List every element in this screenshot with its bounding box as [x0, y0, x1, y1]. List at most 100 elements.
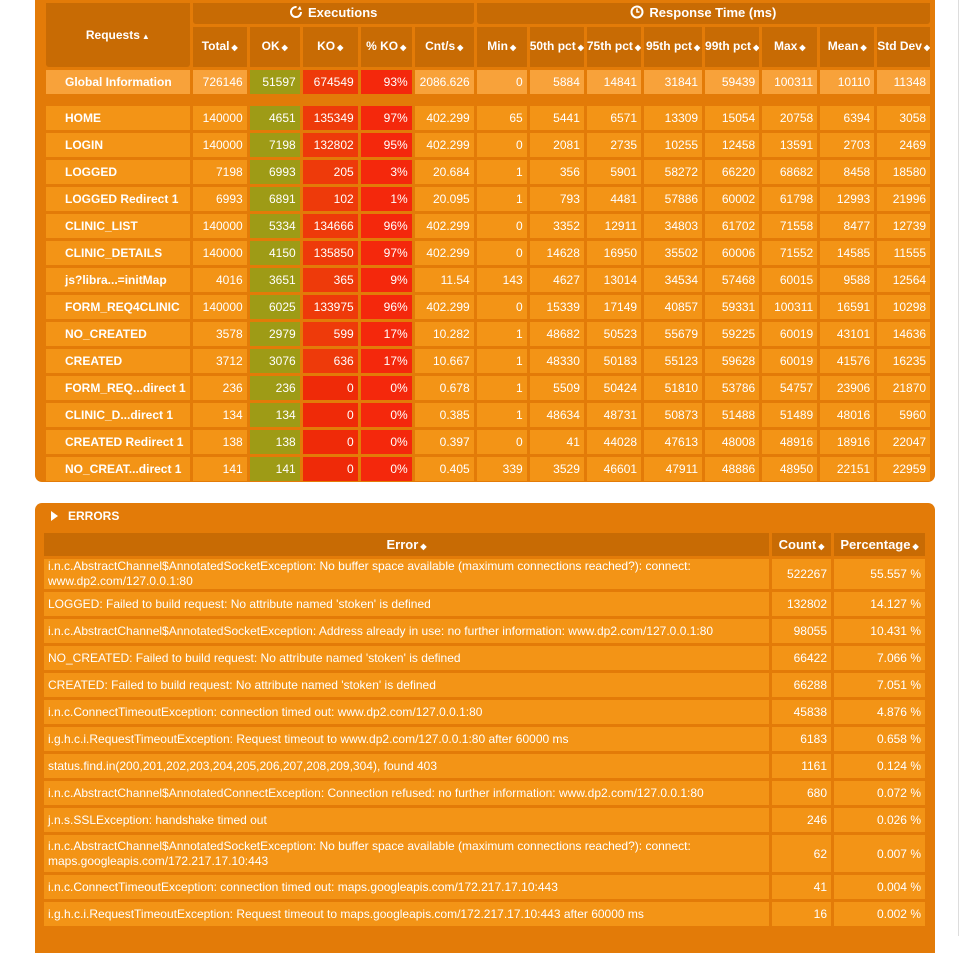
request-name[interactable]: Global Information	[46, 70, 190, 94]
stat-cell: 2735	[586, 133, 642, 157]
column-header[interactable]: 95th pct ◆	[644, 27, 703, 67]
stat-cell: 0.385	[414, 403, 474, 427]
request-row[interactable]: LOGGED 7198 6993 205 3% 20.684 1 356 5901 58272 66…	[46, 160, 931, 184]
column-header[interactable]: % KO ◆	[360, 27, 412, 67]
stat-cell: 13309	[644, 106, 703, 130]
request-row[interactable]: HOME 140000 4651 135349 97% 402.299 65 5441 6571…	[46, 106, 931, 130]
request-name[interactable]: NO_CREATED	[46, 322, 190, 346]
request-row[interactable]: NO_CREAT...direct 1 141 141 0 0% 0.405 339 3529…	[46, 457, 931, 481]
stat-cell: 7198	[192, 160, 247, 184]
column-header[interactable]: KO ◆	[302, 27, 358, 67]
requests-column-header[interactable]: Requests ▲	[46, 3, 190, 67]
column-header[interactable]: 99th pct ◆	[705, 27, 760, 67]
count-column-header[interactable]: Count ◆	[772, 533, 831, 556]
error-count: 62	[772, 835, 831, 872]
column-header-label: KO	[317, 39, 336, 53]
request-name[interactable]: NO_CREAT...direct 1	[46, 457, 190, 481]
request-row[interactable]: LOGIN 140000 7198 132802 95% 402.299 0 2081 2735…	[46, 133, 931, 157]
column-header-label: 99th pct	[705, 39, 752, 53]
request-name[interactable]: LOGIN	[46, 133, 190, 157]
percentage-column-header[interactable]: Percentage ◆	[834, 533, 925, 556]
column-header-label: Total	[201, 39, 230, 53]
column-header[interactable]: OK ◆	[249, 27, 300, 67]
stat-cell: 5334	[249, 214, 300, 238]
request-row[interactable]: js?libra...=initMap 4016 3651 365 9% 11.54 143…	[46, 268, 931, 292]
request-name[interactable]: LOGGED Redirect 1	[46, 187, 190, 211]
request-row[interactable]: NO_CREATED 3578 2979 599 17% 10.282 1 48682 5052…	[46, 322, 931, 346]
request-name[interactable]: CLINIC_DETAILS	[46, 241, 190, 265]
stat-cell: 7198	[249, 133, 300, 157]
stat-cell: 5901	[586, 160, 642, 184]
global-information-row[interactable]: Global Information 726146 51597 674549 93% 20…	[46, 70, 931, 94]
stat-cell: 71552	[762, 241, 818, 265]
stat-cell: 13014	[586, 268, 642, 292]
stat-cell: 44028	[586, 430, 642, 454]
sort-asc-icon: ▲	[141, 32, 150, 41]
column-header[interactable]: Std Dev ◆	[877, 27, 931, 67]
request-name[interactable]: LOGGED	[46, 160, 190, 184]
error-row: j.n.s.SSLException: handshake timed out 2…	[44, 808, 925, 832]
error-percentage: 55.557 %	[834, 559, 925, 589]
column-header[interactable]: 50th pct ◆	[529, 27, 584, 67]
stat-cell: 140000	[192, 133, 247, 157]
stat-cell: 140000	[192, 106, 247, 130]
stat-cell: 134	[249, 403, 300, 427]
stat-cell: 2979	[249, 322, 300, 346]
stat-cell: 47911	[644, 457, 703, 481]
stat-cell: 21870	[877, 376, 931, 400]
request-row[interactable]: CLINIC_D...direct 1 134 134 0 0% 0.385 1 48634 4…	[46, 403, 931, 427]
request-name[interactable]: js?libra...=initMap	[46, 268, 190, 292]
column-header[interactable]: Total ◆	[192, 27, 247, 67]
stat-cell: 4481	[586, 187, 642, 211]
stat-cell: 9588	[820, 268, 875, 292]
request-row[interactable]: FORM_REQ...direct 1 236 236 0 0% 0.678 1 5509 50…	[46, 376, 931, 400]
sort-arrows-icon: ◆	[509, 43, 517, 52]
stat-cell: 16950	[586, 241, 642, 265]
request-name[interactable]: FORM_REQ4CLINIC	[46, 295, 190, 319]
request-name[interactable]: CLINIC_LIST	[46, 214, 190, 238]
stat-cell: 599	[302, 322, 358, 346]
request-name[interactable]: FORM_REQ...direct 1	[46, 376, 190, 400]
request-row[interactable]: LOGGED Redirect 1 6993 6891 102 1% 20.095 1 793…	[46, 187, 931, 211]
errors-toggle[interactable]: ERRORS	[51, 508, 119, 524]
stat-cell: 2469	[877, 133, 931, 157]
request-row[interactable]: FORM_REQ4CLINIC 140000 6025 133975 96% 402.29…	[46, 295, 931, 319]
request-row[interactable]: CLINIC_LIST 140000 5334 134666 96% 402.299 0 33…	[46, 214, 931, 238]
column-header[interactable]: Mean ◆	[820, 27, 875, 67]
request-name[interactable]: CREATED Redirect 1	[46, 430, 190, 454]
sort-arrows-icon: ◆	[337, 43, 344, 52]
stat-cell: 17%	[360, 322, 412, 346]
error-row: i.n.c.ConnectTimeoutException: connectio…	[44, 700, 925, 724]
stat-cell: 1%	[360, 187, 412, 211]
stat-cell: 0%	[360, 457, 412, 481]
stat-cell: 1	[476, 160, 527, 184]
error-column-header[interactable]: Error ◆	[44, 533, 769, 556]
request-name[interactable]: CLINIC_D...direct 1	[46, 403, 190, 427]
stat-cell: 48916	[762, 430, 818, 454]
sort-arrows-icon: ◆	[400, 43, 407, 52]
stat-cell: 140000	[192, 214, 247, 238]
request-name[interactable]: HOME	[46, 106, 190, 130]
column-header[interactable]: 75th pct ◆	[586, 27, 642, 67]
error-count: 45838	[772, 700, 831, 724]
stat-cell: 138	[249, 430, 300, 454]
error-count: 41	[772, 875, 831, 899]
stat-cell: 5509	[529, 376, 584, 400]
stat-cell: 0	[302, 376, 358, 400]
column-header[interactable]: Max ◆	[762, 27, 818, 67]
column-header[interactable]: Min ◆	[476, 27, 527, 67]
column-header[interactable]: Cnt/s ◆	[414, 27, 474, 67]
stat-cell: 12564	[877, 268, 931, 292]
statistics-panel: Requests ▲ Executions Response Time (ms) …	[35, 0, 935, 482]
request-row[interactable]: CLINIC_DETAILS 140000 4150 135850 97% 402.299…	[46, 241, 931, 265]
error-count: 680	[772, 781, 831, 805]
request-row[interactable]: CREATED 3712 3076 636 17% 10.667 1 48330 50183 55…	[46, 349, 931, 373]
stat-cell: 57886	[644, 187, 703, 211]
error-percentage: 0.124 %	[834, 754, 925, 778]
stat-cell: 3578	[192, 322, 247, 346]
stat-cell: 10110	[820, 70, 875, 94]
request-name[interactable]: CREATED	[46, 349, 190, 373]
stat-cell: 14585	[820, 241, 875, 265]
stat-cell: 18580	[877, 160, 931, 184]
request-row[interactable]: CREATED Redirect 1 138 138 0 0% 0.397 0 41 44028…	[46, 430, 931, 454]
